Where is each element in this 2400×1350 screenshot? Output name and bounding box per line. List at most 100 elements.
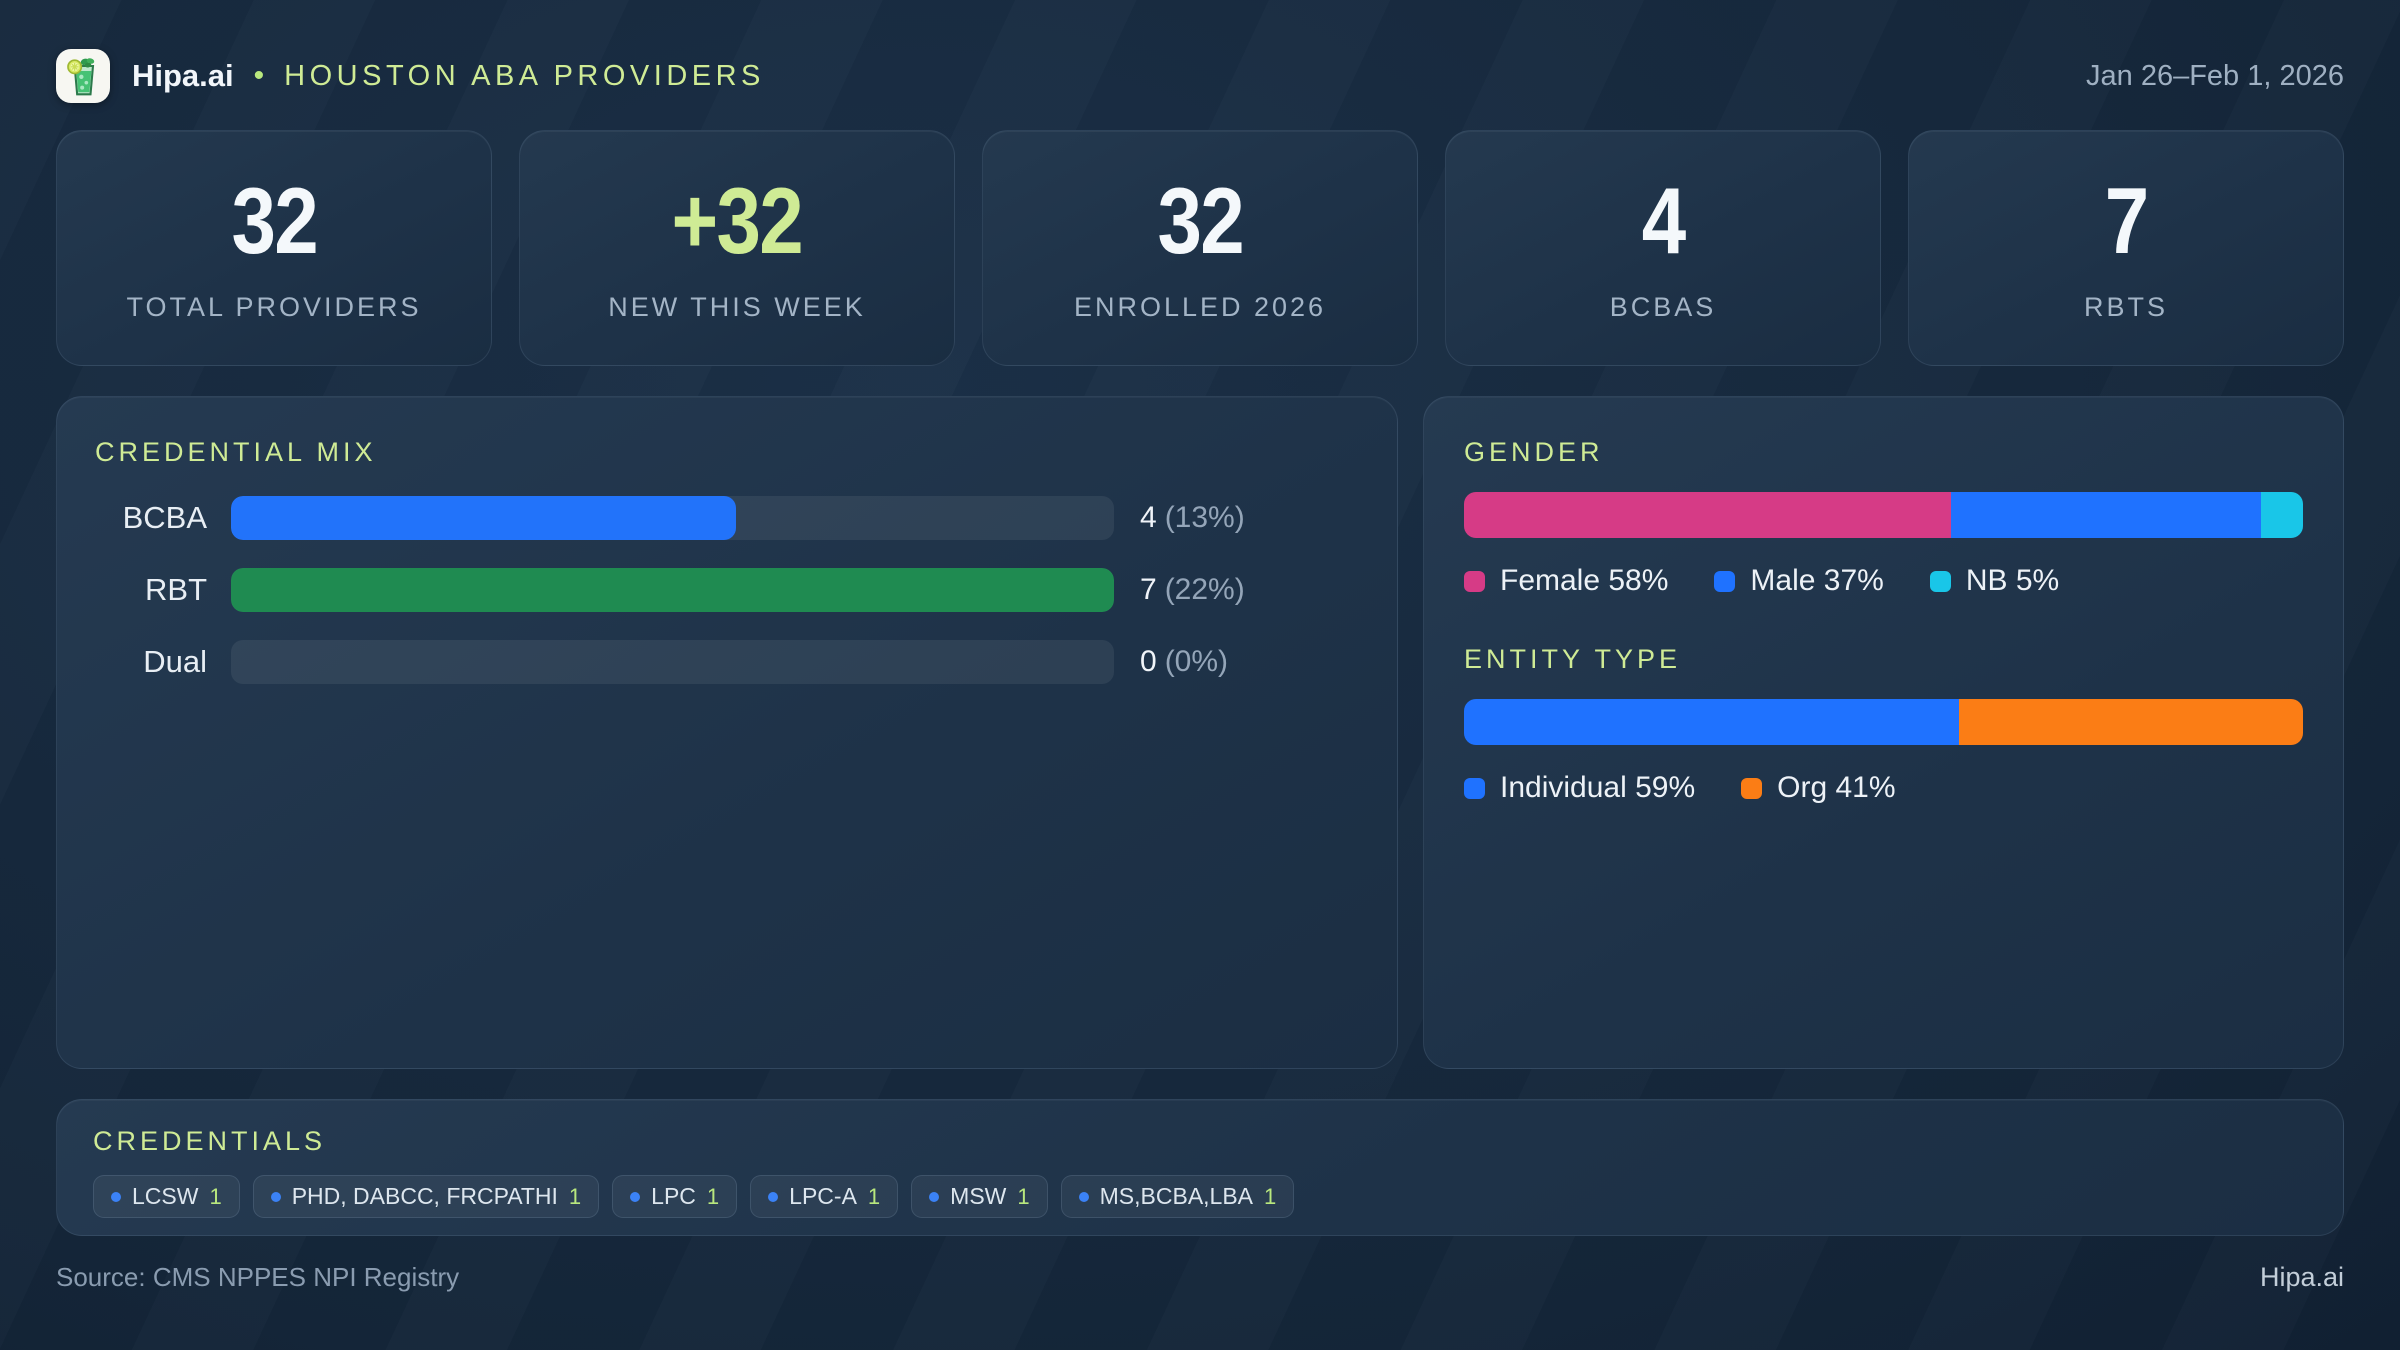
stat-card: 32 TOTAL PROVIDERS — [56, 130, 492, 366]
entity-type-legend: Individual 59% Org 41% — [1464, 771, 2303, 805]
stat-label: BCBAS — [1609, 291, 1717, 322]
legend-label: NB 5% — [1965, 564, 2060, 597]
bar-value: 4 (13%) — [1140, 501, 1355, 535]
legend-swatch — [1741, 777, 1763, 799]
chip-label: LPC — [651, 1183, 696, 1209]
credential-mix-title: CREDENTIAL MIX — [95, 437, 377, 467]
stat-value: 32 — [1157, 167, 1244, 273]
gender-title: GENDER — [1464, 437, 1604, 467]
gender-legend: Female 58% Male 37% NB 5% — [1464, 564, 2303, 598]
chip-dot-icon — [111, 1191, 121, 1202]
stat-label: ENROLLED 2026 — [1073, 291, 1327, 322]
bar-value-percent: (22%) — [1164, 573, 1245, 606]
stacked-bar-segment — [2261, 492, 2303, 538]
entity-type-stacked-bar — [1464, 699, 2303, 745]
source-note: Source: CMS NPPES NPI Registry — [56, 1262, 460, 1292]
legend-item: Individual 59% — [1464, 771, 1695, 805]
stat-card: 7 RBTS — [1908, 130, 2344, 366]
bar-value-percent: (13%) — [1164, 501, 1245, 534]
bar-row: Dual 0 (0%) — [95, 640, 1355, 684]
footer-brand: Hipa.ai — [2259, 1262, 2344, 1292]
stat-card: 4 BCBAS — [1445, 130, 1881, 366]
legend-item: Org 41% — [1741, 771, 1896, 805]
legend-swatch — [1929, 570, 1951, 592]
chip-count: 1 — [1264, 1183, 1277, 1209]
header: Hipa.ai • HOUSTON ABA PROVIDERS Jan 26–F… — [56, 44, 2344, 108]
credentials-title: CREDENTIALS — [93, 1126, 327, 1156]
chip-count: 1 — [1017, 1183, 1030, 1209]
chip-count: 1 — [867, 1183, 881, 1209]
chip-label: PHD, DABCC, FRCPATHI — [291, 1183, 558, 1209]
bar-label: BCBA — [122, 500, 207, 535]
credentials-panel: CREDENTIALS LCSW 1 PHD, DABCC, FRCPATHI … — [56, 1099, 2344, 1236]
gender-stacked-bar — [1464, 492, 2303, 538]
stacked-bar-segment — [1959, 699, 2303, 745]
legend-label: Male 37% — [1750, 564, 1884, 597]
bar-label: RBT — [145, 572, 207, 607]
date-range: Jan 26–Feb 1, 2026 — [2086, 59, 2344, 92]
entity-type-title: ENTITY TYPE — [1464, 644, 1682, 674]
stat-value: 7 — [2104, 167, 2149, 273]
main-content: CREDENTIAL MIX BCBA 4 (13%) RBT 7 (22%) Du… — [56, 396, 2344, 1069]
bar-track — [231, 496, 1114, 540]
stacked-bar-segment — [1950, 492, 2262, 538]
brand-name: Hipa.ai — [132, 58, 234, 93]
chip-count: 1 — [209, 1183, 222, 1209]
bar-row: BCBA 4 (13%) — [95, 496, 1355, 540]
legend-swatch — [1464, 777, 1485, 799]
credential-chips: LCSW 1 PHD, DABCC, FRCPATHI 1 LPC 1 LPC-… — [93, 1175, 2307, 1218]
mojito-icon — [67, 58, 95, 96]
chip-label: MSW — [950, 1183, 1007, 1209]
chip-label: LPC-A — [789, 1183, 857, 1209]
stat-label: TOTAL PROVIDERS — [126, 291, 422, 322]
bar-track — [231, 640, 1114, 684]
credential-chip: LPC 1 — [612, 1175, 738, 1218]
bar-label: Dual — [143, 644, 207, 679]
credential-mix-panel: CREDENTIAL MIX BCBA 4 (13%) RBT 7 (22%) Du… — [56, 396, 1398, 1069]
chip-count: 1 — [568, 1183, 582, 1209]
stat-value: +32 — [671, 167, 804, 273]
stat-label: NEW THIS WEEK — [608, 291, 866, 322]
legend-label: Female 58% — [1500, 564, 1669, 597]
credential-mix-chart: BCBA 4 (13%) RBT 7 (22%) Dual 0 (0%) — [95, 496, 1355, 684]
stat-card: +32 NEW THIS WEEK — [519, 130, 955, 366]
stat-label: RBTS — [2083, 291, 2168, 322]
stacked-bar-segment — [1464, 699, 1959, 745]
legend-swatch — [1464, 570, 1485, 592]
bar-row: RBT 7 (22%) — [95, 568, 1355, 612]
chip-dot-icon — [630, 1191, 641, 1202]
credential-chip: PHD, DABCC, FRCPATHI 1 — [252, 1175, 600, 1218]
bar-value-number: 4 — [1140, 501, 1157, 534]
bar-value: 0 (0%) — [1140, 645, 1355, 679]
chip-dot-icon — [1078, 1191, 1089, 1202]
chip-dot-icon — [270, 1191, 281, 1202]
stacked-bar-segment — [1464, 492, 1951, 538]
bar-track — [231, 568, 1114, 612]
bar-value-number: 7 — [1140, 573, 1157, 606]
separator-dot: • — [253, 59, 265, 92]
legend-swatch — [1714, 570, 1736, 592]
stats-row: 32 TOTAL PROVIDERS +32 NEW THIS WEEK 32 … — [56, 130, 2344, 366]
stat-card: 32 ENROLLED 2026 — [982, 130, 1418, 366]
credential-chip: MS,BCBA,LBA 1 — [1060, 1175, 1295, 1218]
footer: Source: CMS NPPES NPI Registry Hipa.ai — [56, 1262, 2344, 1293]
stat-value: 4 — [1641, 167, 1686, 273]
bar-value: 7 (22%) — [1140, 573, 1355, 607]
chip-label: MS,BCBA,LBA — [1099, 1183, 1254, 1209]
bar-fill — [231, 568, 1114, 612]
legend-item: Male 37% — [1714, 564, 1884, 598]
legend-item: NB 5% — [1929, 564, 2060, 598]
app-logo — [56, 49, 110, 103]
page-title: HOUSTON ABA PROVIDERS — [284, 59, 765, 92]
credential-chip: MSW 1 — [911, 1175, 1048, 1218]
demographics-panel: GENDER Female 58% Male 37% NB 5% ENTITY … — [1423, 396, 2344, 1069]
legend-label: Individual 59% — [1500, 771, 1696, 804]
chip-dot-icon — [768, 1191, 779, 1202]
credential-chip: LCSW 1 — [93, 1175, 240, 1218]
bar-value-number: 0 — [1140, 645, 1157, 678]
brand-group: Hipa.ai • HOUSTON ABA PROVIDERS — [56, 49, 765, 103]
legend-item: Female 58% — [1464, 564, 1668, 598]
chip-label: LCSW — [132, 1183, 199, 1209]
bar-value-percent: (0%) — [1164, 645, 1229, 678]
